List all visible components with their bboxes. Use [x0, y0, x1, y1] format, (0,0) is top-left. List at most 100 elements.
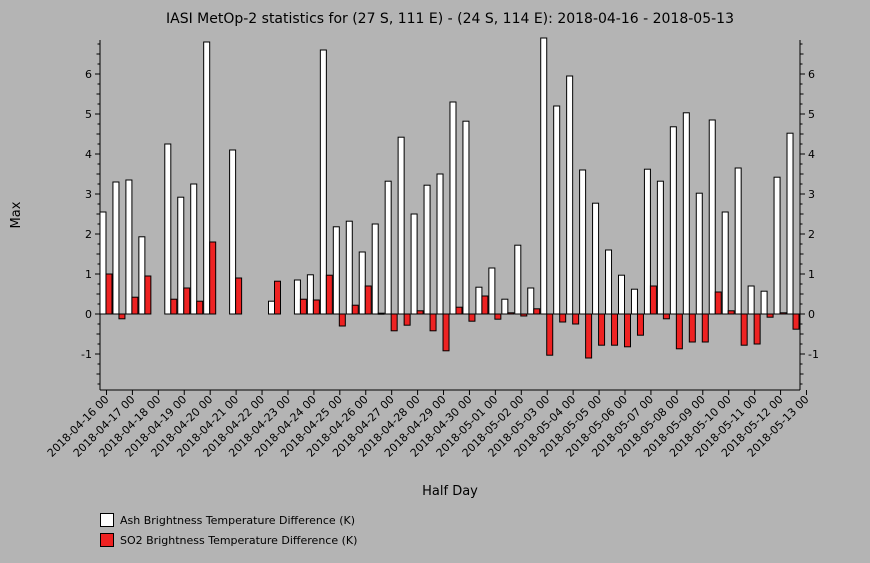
ash-bar [358, 251, 366, 315]
ash-bar [112, 181, 120, 315]
ash-bar [708, 119, 716, 315]
ash-bar [669, 126, 677, 315]
ash-bar [423, 184, 431, 315]
ash-bar [384, 180, 392, 315]
so2-bar [377, 312, 385, 315]
so2-bar [494, 313, 502, 320]
so2-bar [585, 313, 593, 359]
ash-bar [164, 143, 172, 315]
so2-bar [209, 241, 217, 315]
ash-bar [553, 105, 561, 315]
legend-item-ash: Ash Brightness Temperature Difference (K… [100, 512, 357, 528]
ash-bar [345, 220, 353, 315]
so2-bar [274, 280, 281, 315]
ash-bar [203, 41, 211, 315]
so2-bar [779, 312, 787, 315]
so2-bar [675, 313, 683, 350]
chart-title: IASI MetOp-2 statistics for (27 S, 111 E… [166, 11, 734, 27]
ash-bar [682, 112, 690, 315]
ash-bar [436, 173, 444, 315]
ash-bar [125, 179, 133, 315]
legend-swatch-so2 [100, 533, 114, 547]
y-tick-label-right: 5 [808, 108, 815, 121]
ash-bar [229, 149, 237, 315]
so2-bar [235, 277, 243, 315]
y-tick-label-right: 6 [808, 68, 815, 81]
so2-bar [649, 285, 657, 315]
ash-bar [527, 287, 535, 315]
so2-bar [611, 313, 619, 346]
ash-bar [138, 236, 146, 315]
legend-label-so2: SO2 Brightness Temperature Difference (K… [120, 533, 358, 547]
so2-bar [416, 310, 424, 315]
so2-bar [299, 298, 307, 315]
so2-bar [170, 298, 178, 315]
ash-bar [488, 267, 496, 315]
legend-label-ash: Ash Brightness Temperature Difference (K… [120, 513, 355, 527]
ash-bar [99, 211, 107, 315]
ash-bar [475, 286, 483, 315]
y-tick-label-right: 0 [808, 308, 815, 321]
ash-bar [514, 244, 522, 315]
so2-bar [572, 313, 580, 325]
so2-bar [442, 313, 450, 352]
so2-bar [533, 308, 541, 315]
ash-bar [747, 285, 755, 315]
ash-bar [449, 101, 457, 315]
y-tick-label-right: 2 [808, 228, 815, 241]
y-tick-label-right: -1 [808, 348, 819, 361]
y-tick-label-left: 6 [85, 68, 92, 81]
ash-bar [319, 49, 327, 315]
y-tick-label-right: 1 [808, 268, 815, 281]
so2-bar [468, 313, 476, 322]
so2-bar [351, 304, 359, 315]
y-tick-label-left: 3 [85, 188, 92, 201]
so2-bar [429, 313, 437, 332]
ash-bar [397, 136, 405, 315]
ash-bar [734, 167, 742, 315]
ash-bar [501, 298, 509, 315]
so2-bar [792, 313, 800, 330]
ash-bar [566, 75, 574, 315]
so2-bar [740, 313, 748, 346]
so2-bar [624, 313, 631, 348]
legend-item-so2: SO2 Brightness Temperature Difference (K… [100, 532, 357, 548]
legend: Ash Brightness Temperature Difference (K… [100, 512, 357, 552]
so2-bar [753, 313, 761, 345]
so2-bar [662, 313, 670, 320]
so2-bar [105, 273, 113, 315]
y-tick-label-right: 3 [808, 188, 815, 201]
so2-bar [455, 306, 463, 315]
so2-bar [144, 275, 152, 315]
y-tick-label-left: 1 [85, 268, 92, 281]
ash-bar [630, 288, 638, 315]
so2-bar [338, 313, 346, 327]
so2-bar [507, 312, 515, 315]
y-tick-label-left: -1 [81, 348, 92, 361]
so2-bar [688, 313, 696, 343]
ash-bar [773, 176, 781, 315]
ash-bar [760, 290, 768, 315]
so2-bar [196, 300, 204, 315]
y-tick-label-right: 4 [808, 148, 815, 161]
ash-bar [371, 223, 379, 315]
so2-bar [546, 313, 554, 356]
ash-bar [293, 279, 301, 315]
so2-bar [714, 291, 722, 315]
so2-bar [183, 287, 191, 315]
ash-bar [306, 274, 314, 315]
so2-bar [390, 313, 398, 332]
so2-bar [312, 299, 320, 315]
ash-bar [579, 169, 587, 315]
y-tick-label-left: 5 [85, 108, 92, 121]
ash-bar [695, 192, 703, 315]
so2-bar [598, 313, 606, 346]
ash-bar [410, 213, 418, 315]
so2-bar [325, 274, 333, 315]
y-tick-label-left: 4 [85, 148, 92, 161]
ash-bar [605, 249, 613, 315]
so2-bar [727, 310, 735, 315]
ash-bar [190, 183, 198, 315]
ash-bar [786, 132, 794, 315]
